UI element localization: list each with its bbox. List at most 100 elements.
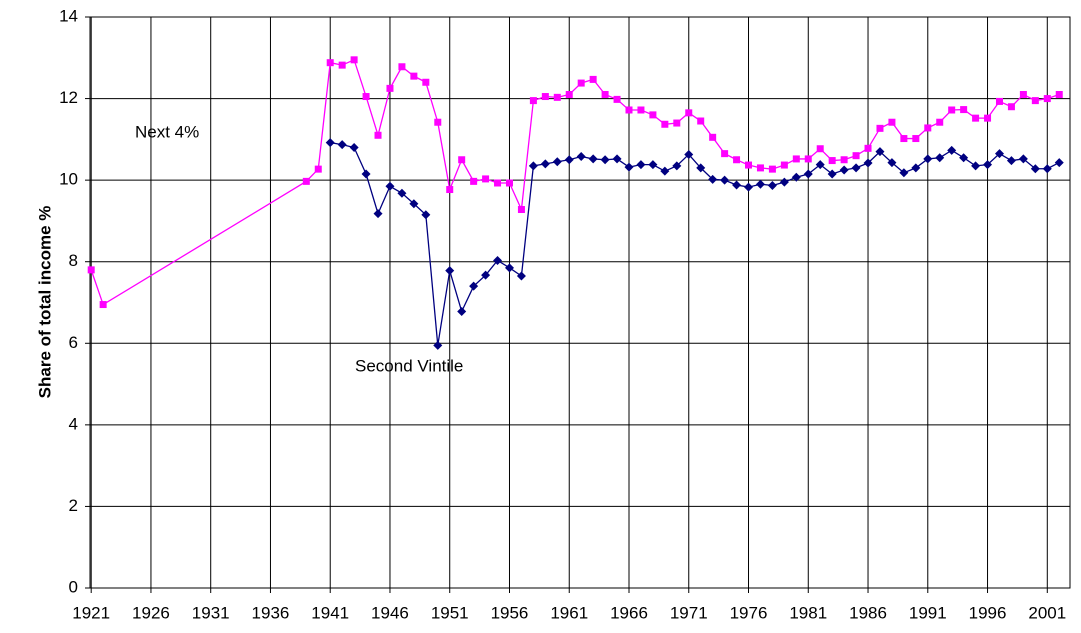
marker	[625, 106, 633, 114]
marker	[422, 78, 430, 86]
marker	[732, 180, 742, 190]
marker	[577, 79, 585, 87]
marker	[936, 118, 944, 126]
marker	[470, 177, 478, 185]
marker	[840, 156, 848, 164]
marker	[708, 174, 718, 184]
marker	[302, 177, 310, 185]
x-tick-label: 1956	[491, 603, 529, 622]
series-line	[330, 141, 1060, 346]
marker	[984, 114, 992, 122]
marker	[374, 131, 382, 139]
x-tick-label: 1971	[670, 603, 708, 622]
marker	[755, 179, 765, 189]
y-tick-label: 8	[69, 251, 78, 270]
x-tick-label: 1966	[610, 603, 648, 622]
marker	[386, 84, 394, 92]
marker	[361, 169, 371, 179]
marker	[1054, 158, 1064, 168]
marker	[780, 161, 788, 169]
y-tick-label: 4	[69, 414, 78, 433]
marker	[863, 158, 873, 168]
marker	[600, 155, 610, 165]
marker	[541, 93, 549, 101]
marker	[791, 172, 801, 182]
marker	[960, 106, 968, 114]
x-tick-label: 1936	[252, 603, 290, 622]
marker	[385, 181, 395, 191]
marker	[971, 161, 981, 171]
marker	[923, 154, 933, 164]
x-tick-label: 1986	[849, 603, 887, 622]
marker	[469, 281, 479, 291]
marker	[564, 155, 574, 165]
marker	[972, 114, 980, 122]
marker	[517, 206, 525, 214]
marker	[696, 163, 706, 173]
marker	[601, 90, 609, 98]
marker	[504, 263, 514, 273]
marker	[612, 154, 622, 164]
y-tick-label: 10	[59, 170, 78, 189]
marker	[588, 154, 598, 164]
marker	[636, 160, 646, 170]
marker	[900, 135, 908, 143]
x-tick-label: 1976	[730, 603, 768, 622]
marker	[1055, 90, 1063, 98]
marker	[1006, 156, 1016, 166]
marker	[816, 145, 824, 153]
x-tick-label: 1941	[311, 603, 349, 622]
marker	[851, 163, 861, 173]
marker	[948, 106, 956, 114]
x-tick-label: 1946	[371, 603, 409, 622]
marker	[445, 266, 455, 276]
marker	[528, 161, 538, 171]
marker	[768, 165, 776, 173]
marker	[733, 156, 741, 164]
y-tick-label: 12	[59, 88, 78, 107]
marker	[421, 210, 431, 220]
marker	[924, 124, 932, 132]
marker	[434, 118, 442, 126]
marker	[1042, 164, 1052, 174]
marker	[326, 59, 334, 67]
marker	[1030, 164, 1040, 174]
marker	[911, 163, 921, 173]
marker	[815, 160, 825, 170]
marker	[792, 155, 800, 163]
y-tick-label: 6	[69, 333, 78, 352]
marker	[457, 306, 467, 316]
marker	[540, 159, 550, 169]
x-tick-label: 1981	[789, 603, 827, 622]
marker	[660, 166, 670, 176]
marker	[994, 149, 1004, 159]
x-tick-label: 1921	[72, 603, 110, 622]
series-line	[90, 58, 1060, 306]
marker	[745, 161, 753, 169]
marker	[482, 175, 490, 183]
marker	[314, 165, 322, 173]
marker	[398, 63, 406, 71]
x-tick-label: 1951	[431, 603, 469, 622]
x-tick-label: 2001	[1028, 603, 1066, 622]
marker	[648, 160, 658, 170]
marker	[409, 199, 419, 209]
marker	[912, 135, 920, 143]
series-label: Next 4%	[135, 122, 199, 141]
marker	[1019, 90, 1027, 98]
marker	[410, 72, 418, 80]
marker	[947, 145, 957, 155]
marker	[552, 157, 562, 167]
x-tick-label: 1961	[550, 603, 588, 622]
marker	[637, 106, 645, 114]
marker	[959, 153, 969, 163]
marker	[325, 138, 335, 148]
y-axis-label: Share of total income %	[35, 206, 54, 399]
marker	[1031, 97, 1039, 105]
marker	[995, 97, 1003, 105]
marker	[481, 270, 491, 280]
marker	[337, 140, 347, 150]
marker	[839, 165, 849, 175]
marker	[983, 160, 993, 170]
marker	[505, 179, 513, 187]
